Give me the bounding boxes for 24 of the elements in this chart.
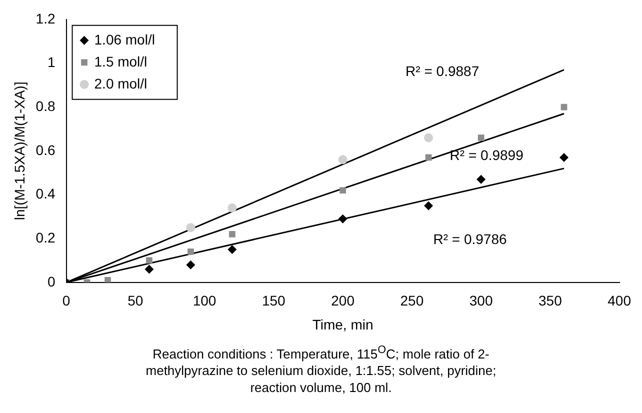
x-tick-label: 0 <box>62 292 70 309</box>
x-tick-label: 100 <box>192 292 216 309</box>
x-tick-label: 300 <box>469 292 493 309</box>
y-tick-label: 1.2 <box>36 10 56 26</box>
x-tick-label: 400 <box>608 292 632 309</box>
x-tick-label: 150 <box>262 292 286 309</box>
y-tick-label: 0.2 <box>36 229 56 246</box>
legend-label: 2.0 mol/l <box>94 75 148 92</box>
x-tick-label: 350 <box>538 292 562 309</box>
y-tick-label: 0.6 <box>36 142 56 158</box>
x-tick-label: 250 <box>400 292 424 309</box>
x-tick-label: 50 <box>128 292 144 309</box>
y-tick-label: 0.8 <box>36 98 56 114</box>
annotation: R² = 0.9887 <box>406 62 480 79</box>
legend-label: 1.5 mol/l <box>94 53 148 70</box>
y-tick-label: 1 <box>47 54 56 70</box>
x-axis-title: Time, min <box>312 316 374 332</box>
text: Reaction conditions : Temperature, 115$^{O}$C; mole ratio of 2-methylpyrazine to selenium dioxide, 1:1.55; solvent, pyridine; reaction volume, 100 ml. <box>144 343 498 396</box>
annotation: R² = 0.9786 <box>433 231 507 248</box>
legend-label: 1.06 mol/l <box>94 31 155 48</box>
x-tick-label: 200 <box>331 292 355 309</box>
y-tick-label: 0 <box>47 273 56 290</box>
y-tick-label: 0.4 <box>36 186 56 202</box>
y-axis-title: ln[(M-1.5XA)/M(1-XA)] <box>11 82 28 220</box>
